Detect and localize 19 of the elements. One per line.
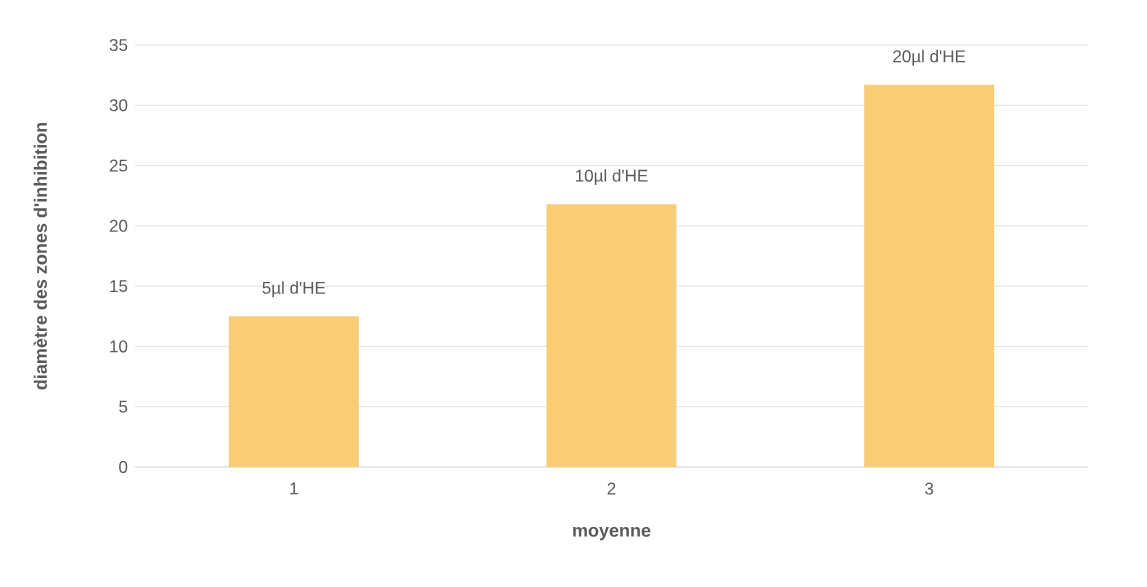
y-tick-label: 35 bbox=[109, 38, 128, 52]
y-tick-label: 10 bbox=[110, 340, 128, 353]
x-tick-label: 3 bbox=[925, 482, 934, 495]
y-tick-label: 0 bbox=[119, 460, 128, 473]
y-axis-title: diamètre des zones d'inhibition bbox=[33, 122, 47, 390]
x-axis-title: moyenne bbox=[573, 526, 651, 541]
bar bbox=[864, 84, 995, 467]
annotation: 10µl d'HE bbox=[576, 169, 648, 186]
bar bbox=[546, 204, 677, 467]
annotation: 5µl d'HE bbox=[262, 281, 326, 298]
x-tick-label: 2 bbox=[607, 482, 616, 495]
y-tick-label: 15 bbox=[110, 280, 128, 293]
y-tick-label: 25 bbox=[109, 159, 128, 172]
y-tick-label: 30 bbox=[109, 99, 128, 112]
bar bbox=[228, 316, 359, 467]
y-tick-label: 5 bbox=[119, 400, 128, 413]
x-tick-label: 1 bbox=[290, 482, 298, 495]
annotation: 20µl d'HE bbox=[893, 49, 966, 66]
y-tick-label: 20 bbox=[109, 219, 128, 232]
